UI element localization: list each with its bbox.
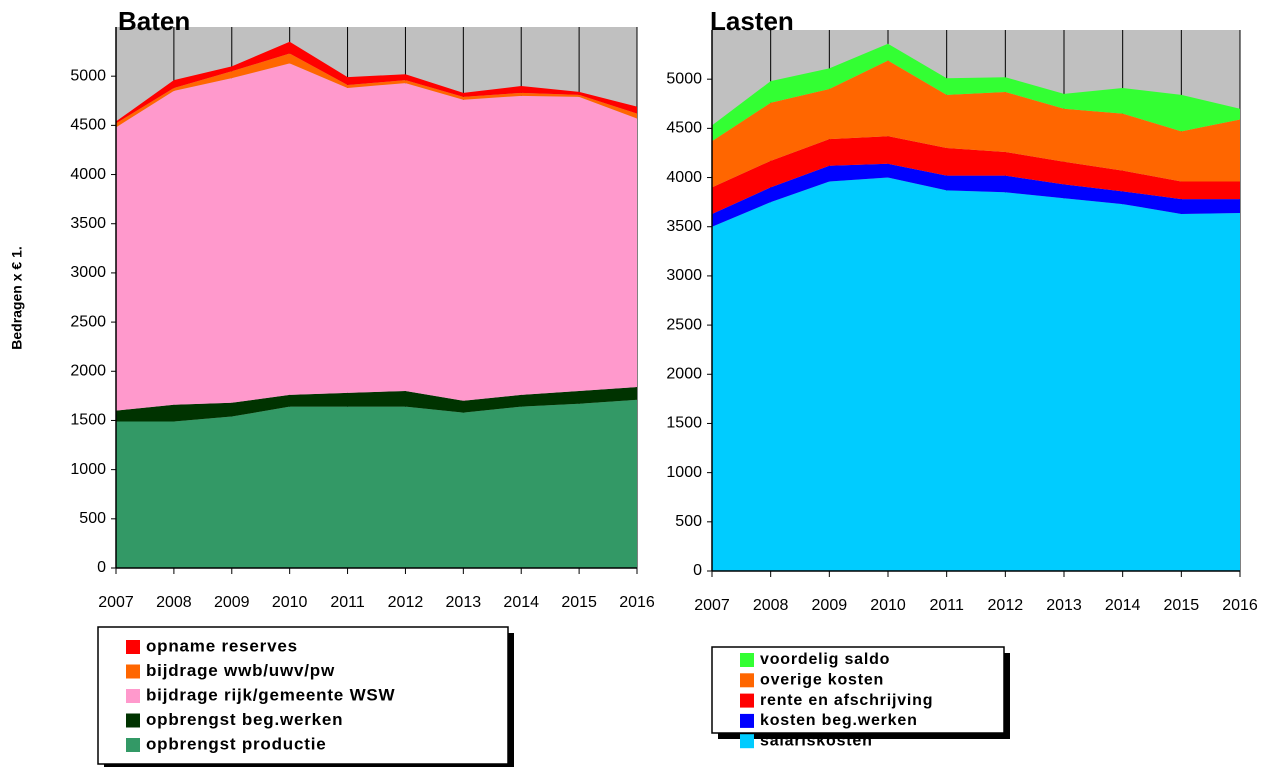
x-tick-label: 2007	[98, 594, 134, 611]
area	[116, 63, 637, 411]
x-tick-label: 2009	[812, 597, 848, 614]
x-tick-label: 2008	[156, 594, 192, 611]
x-tick-label: 2010	[870, 597, 906, 614]
legend-label: rente en afschrijving	[760, 692, 933, 709]
y-tick-label: 2500	[70, 313, 106, 330]
legend-swatch	[740, 673, 754, 688]
x-tick-label: 2008	[753, 597, 789, 614]
area	[116, 387, 637, 422]
x-tick-label: 2014	[1105, 597, 1141, 614]
legend-swatch	[126, 689, 140, 703]
area	[116, 399, 637, 568]
chart-title: Lasten	[710, 6, 794, 36]
legend-label: opbrengst beg.werken	[146, 710, 343, 729]
y-tick-label: 2000	[666, 365, 702, 382]
legend-swatch	[740, 734, 754, 749]
legend-label: bijdrage rijk/gemeente WSW	[146, 685, 396, 704]
legend-swatch	[740, 713, 754, 728]
x-tick-label: 2012	[988, 597, 1024, 614]
x-tick-label: 2016	[619, 594, 655, 611]
x-tick-label: 2012	[388, 594, 424, 611]
y-tick-label: 2500	[666, 316, 702, 333]
y-tick-label: 3000	[666, 267, 702, 284]
area	[712, 163, 1240, 227]
y-tick-label: 2000	[70, 362, 106, 379]
y-tick-label: 0	[693, 562, 702, 579]
x-tick-label: 2015	[561, 594, 597, 611]
y-tick-label: 1500	[70, 412, 106, 429]
chart-title: Baten	[118, 6, 190, 36]
legend-label: salariskosten	[760, 732, 873, 749]
legend-label: opbrengst productie	[146, 734, 326, 753]
area	[712, 60, 1240, 188]
legend-swatch	[126, 640, 140, 654]
area	[712, 136, 1240, 214]
y-axis-label: Bedragen x € 1.	[9, 246, 25, 350]
y-tick-label: 3000	[70, 264, 106, 281]
y-tick-label: 3500	[70, 215, 106, 232]
x-tick-label: 2014	[503, 594, 539, 611]
x-tick-label: 2015	[1164, 597, 1200, 614]
x-tick-label: 2009	[214, 594, 250, 611]
area	[712, 177, 1240, 571]
y-tick-label: 1000	[70, 461, 106, 478]
legend	[711, 646, 1005, 734]
legend-swatch	[126, 738, 140, 752]
y-tick-label: 4000	[70, 166, 106, 183]
x-tick-label: 2016	[1222, 597, 1258, 614]
y-tick-label: 5000	[666, 70, 702, 87]
y-tick-label: 5000	[70, 67, 106, 84]
y-tick-label: 0	[97, 559, 106, 576]
x-tick-label: 2007	[694, 597, 730, 614]
legend-label: opname reserves	[146, 636, 298, 655]
legend-swatch	[740, 653, 754, 667]
y-tick-label: 4000	[666, 169, 702, 186]
y-tick-label: 1000	[666, 464, 702, 481]
x-tick-label: 2010	[272, 594, 308, 611]
y-tick-label: 4500	[70, 117, 106, 134]
x-tick-label: 2011	[330, 594, 365, 611]
y-tick-label: 3500	[666, 218, 702, 235]
x-tick-label: 2013	[446, 594, 482, 611]
y-tick-label: 4500	[666, 120, 702, 137]
y-tick-label: 500	[79, 510, 106, 527]
legend-swatch	[126, 713, 140, 728]
x-tick-label: 2011	[929, 597, 964, 614]
y-tick-label: 500	[675, 513, 702, 530]
area	[116, 53, 637, 128]
area	[712, 43, 1240, 142]
legend-label: overige kosten	[760, 672, 884, 689]
legend-label: kosten beg.werken	[760, 712, 918, 729]
legend-swatch	[740, 693, 754, 708]
x-tick-label: 2013	[1046, 597, 1082, 614]
legend	[97, 626, 509, 765]
y-tick-label: 1500	[666, 415, 702, 432]
legend-swatch	[126, 664, 140, 679]
area	[116, 41, 637, 124]
legend-label: voordelig saldo	[760, 651, 890, 668]
legend-label: bijdrage wwb/uwv/pw	[146, 661, 335, 680]
